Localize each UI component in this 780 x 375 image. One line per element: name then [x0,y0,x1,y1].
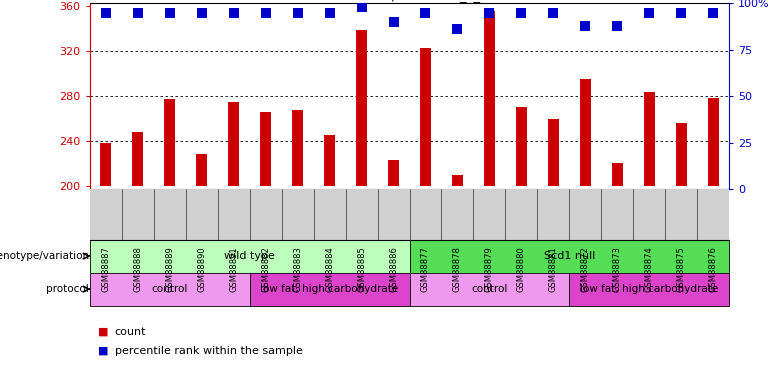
Text: control: control [471,284,508,294]
Text: ■: ■ [98,346,108,355]
Point [100,10,112,16]
Point [164,10,176,16]
Point [548,10,560,16]
Bar [410,240,729,273]
Bar [388,160,399,186]
Bar [228,102,239,186]
Bar [707,98,719,186]
Point [707,10,720,16]
Point [259,10,272,16]
Point [356,4,368,10]
Title: GDS1517 / 1452616_s_at: GDS1517 / 1452616_s_at [325,0,494,2]
Bar [420,48,431,186]
Point [228,10,240,16]
Bar [196,154,207,186]
Bar [324,135,335,186]
Bar [410,273,569,306]
Point [516,10,528,16]
Text: control: control [151,284,188,294]
Point [420,10,432,16]
Point [292,10,304,16]
Point [388,19,400,25]
Bar [292,110,303,186]
Text: genotype/variation: genotype/variation [0,251,89,261]
Bar [100,143,112,186]
Text: ■: ■ [98,327,108,337]
Point [580,22,592,28]
Bar [164,99,176,186]
Text: percentile rank within the sample: percentile rank within the sample [115,346,303,355]
Point [131,10,144,16]
Point [451,26,463,32]
Bar [90,273,250,306]
Bar [516,107,527,186]
Bar [569,273,729,306]
Bar [612,163,623,186]
Bar [580,79,591,186]
Text: wild type: wild type [224,251,275,261]
Bar [452,176,463,186]
Text: Scd1 null: Scd1 null [544,251,595,261]
Bar [90,240,410,273]
Text: protocol: protocol [46,284,89,294]
Point [484,10,496,16]
Bar [484,11,495,186]
Bar [548,119,559,186]
Bar [675,123,687,186]
Point [323,10,335,16]
Point [675,10,688,16]
Text: low fat, high carbohydrate: low fat, high carbohydrate [580,284,718,294]
Bar [132,132,144,186]
Bar [644,92,655,186]
Bar [260,112,271,186]
Bar [356,30,367,186]
Point [612,22,624,28]
Text: low fat, high carbohydrate: low fat, high carbohydrate [261,284,399,294]
Bar [250,273,410,306]
Text: count: count [115,327,146,337]
Point [195,10,207,16]
Point [644,10,656,16]
